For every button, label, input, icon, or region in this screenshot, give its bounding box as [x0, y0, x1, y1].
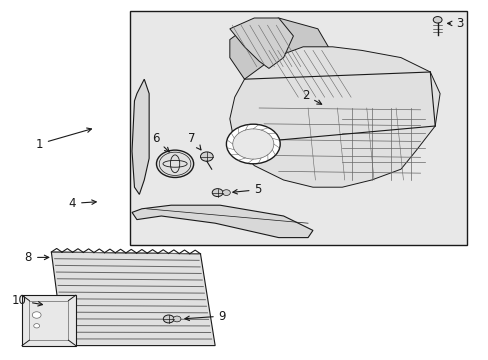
Circle shape	[200, 152, 213, 161]
Circle shape	[212, 189, 223, 197]
Circle shape	[432, 17, 441, 23]
Bar	[129, 11, 466, 245]
Circle shape	[232, 129, 273, 159]
Text: 1: 1	[35, 128, 91, 150]
Polygon shape	[229, 18, 293, 68]
Circle shape	[32, 312, 41, 318]
Circle shape	[163, 315, 174, 323]
Text: 3: 3	[447, 17, 463, 30]
Polygon shape	[229, 47, 439, 187]
Polygon shape	[229, 18, 332, 94]
Text: 7: 7	[188, 132, 201, 150]
Circle shape	[173, 316, 181, 322]
Text: 6: 6	[151, 132, 169, 152]
Text: 10: 10	[12, 294, 42, 307]
Text: 8: 8	[24, 251, 49, 264]
Text: 4: 4	[68, 197, 96, 210]
Circle shape	[226, 124, 280, 164]
Polygon shape	[132, 79, 149, 194]
Circle shape	[34, 324, 40, 328]
Text: 5: 5	[232, 183, 262, 196]
Circle shape	[222, 190, 230, 195]
Polygon shape	[22, 295, 76, 346]
Text: 9: 9	[184, 310, 226, 323]
Text: 2: 2	[301, 89, 321, 104]
Polygon shape	[51, 252, 215, 346]
Circle shape	[156, 150, 193, 177]
Polygon shape	[132, 205, 312, 238]
